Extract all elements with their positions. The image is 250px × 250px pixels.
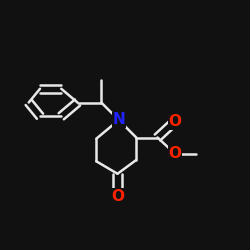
Text: N: N xyxy=(112,112,125,128)
Text: O: O xyxy=(111,189,124,204)
Text: O: O xyxy=(168,114,181,129)
Text: O: O xyxy=(168,146,181,161)
